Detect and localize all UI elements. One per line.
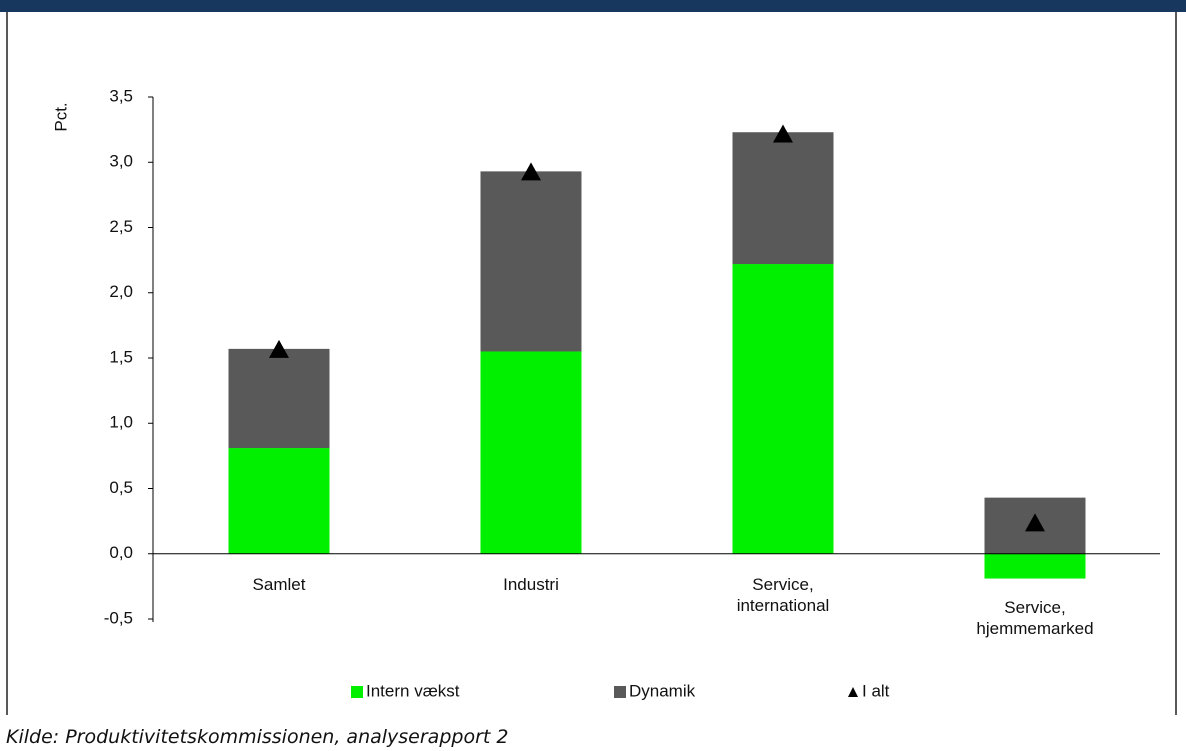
bar-segment <box>984 553 1086 579</box>
total-marker <box>1025 513 1045 532</box>
y-tick-label: 0,0 <box>109 543 133 562</box>
y-tick-label: 3,0 <box>109 152 133 171</box>
legend-marker <box>848 687 858 697</box>
y-tick-label: 2,5 <box>109 217 133 236</box>
bar-segment <box>228 348 330 449</box>
legend-label: Dynamik <box>629 681 696 700</box>
y-tick-label: 2,0 <box>109 282 133 301</box>
legend-swatch <box>351 686 363 698</box>
bar-segment <box>228 448 330 554</box>
y-tick-label: -0,5 <box>104 608 133 627</box>
bar-segment <box>480 351 582 554</box>
y-tick-label: 0,5 <box>109 478 133 497</box>
legend-swatch <box>614 686 626 698</box>
y-tick-label: 3,5 <box>109 86 133 105</box>
total-marker <box>773 124 793 143</box>
x-tick-label: Service, hjemmemarked <box>976 598 1094 638</box>
legend-label: Intern vækst <box>366 681 460 700</box>
x-tick-label: Service, international <box>736 575 830 615</box>
bar-segment <box>732 264 834 554</box>
x-tick-label: Industri <box>503 575 559 594</box>
x-tick-label: Samlet <box>252 575 306 594</box>
bar-segment <box>732 132 834 265</box>
y-tick-label: 1,0 <box>109 413 133 432</box>
header-band <box>0 0 1186 12</box>
y-tick-label: 1,5 <box>109 347 133 366</box>
legend-label: I alt <box>862 681 890 700</box>
bar-segment <box>480 171 582 352</box>
source: Kilde: Produktivitetskommissionen, analy… <box>6 726 509 748</box>
total-marker <box>269 339 289 358</box>
total-marker <box>521 162 541 181</box>
y-axis-label: Pct. <box>51 102 70 131</box>
